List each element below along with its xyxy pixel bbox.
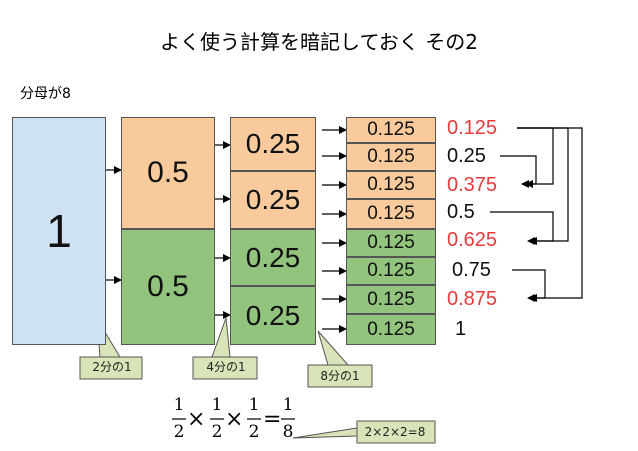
eighth-block-2: 0.125 (346, 143, 436, 171)
whole-value: 1 (46, 205, 72, 257)
eighth-value-6: 0.125 (367, 260, 415, 281)
times-sign-1: × (187, 407, 206, 432)
fraction-3-numerator: 1 (248, 395, 260, 415)
quarter-value-4: 0.25 (245, 299, 301, 331)
times-sign-2: × (225, 407, 244, 432)
bracket-arrow-to-0375 (500, 155, 537, 188)
whole-block: 1 (12, 117, 106, 345)
fraction-result-denominator: 8 (282, 422, 294, 442)
quarter-block-1: 0.25 (230, 117, 316, 171)
eighth-value-8: 0.125 (367, 318, 415, 340)
callout-product-shape (292, 420, 436, 444)
eighth-block-6: 0.125 (346, 257, 436, 285)
callout-half-text: 2分の1 (92, 360, 132, 374)
sum-label-3: 0.375 (447, 174, 498, 196)
half-block-2: 0.5 (121, 229, 215, 345)
sum-label-8: 1 (455, 318, 467, 340)
fraction-2-denominator: 2 (211, 422, 223, 442)
equals-sign: = (263, 407, 282, 432)
eighth-value-3: 0.125 (367, 174, 415, 195)
sum-label-1: 0.125 (447, 117, 498, 139)
sum-label-6: 0.75 (452, 259, 491, 281)
sum-label-7: 0.875 (447, 288, 498, 310)
eighth-block-4: 0.125 (346, 199, 436, 229)
callout-quarter-shape (192, 317, 258, 380)
sum-label-2: 0.25 (447, 145, 486, 167)
half-value-2: 0.5 (147, 270, 189, 303)
quarter-block-3: 0.25 (230, 229, 316, 286)
quarter-block-2: 0.25 (230, 171, 316, 229)
eighth-value-1: 0.125 (367, 119, 415, 140)
eighth-value-4: 0.125 (367, 203, 415, 224)
denominator-label: 分母が8 (20, 86, 71, 102)
fraction-2-numerator: 1 (211, 395, 223, 415)
quarter-value-3: 0.25 (245, 241, 301, 273)
bracket-arrow-0125-to-0375 (517, 127, 554, 188)
half-block-1: 0.5 (121, 117, 215, 229)
fraction-1-numerator: 1 (173, 395, 185, 415)
quarter-block-4: 0.25 (230, 286, 316, 345)
eighth-value-5: 0.125 (367, 232, 415, 253)
eighth-block-3: 0.125 (346, 171, 436, 199)
callout-product-text: 2×2×2=8 (364, 425, 426, 439)
fraction-1-denominator: 2 (173, 422, 185, 442)
page-title: よく使う計算を暗記しておく その2 (160, 30, 478, 54)
eighth-value-7: 0.125 (367, 288, 415, 310)
bracket-arrow-075-to-0875 (512, 269, 546, 302)
quarter-value-1: 0.25 (245, 128, 301, 159)
fraction-3-denominator: 2 (248, 422, 260, 442)
eighth-block-1: 0.125 (346, 117, 436, 143)
quarter-value-2: 0.25 (245, 184, 301, 215)
bracket-arrow-05-to-0625 (490, 211, 554, 245)
eighth-block-5: 0.125 (346, 229, 436, 257)
bracket-arrow-to-0875 (517, 127, 583, 302)
callout-eighth-text: 8分の1 (320, 369, 360, 383)
eighth-block-8: 0.125 (346, 314, 436, 345)
callout-eighth-shape (307, 330, 373, 388)
callout-quarter-text: 4分の1 (206, 360, 246, 374)
fraction-result-numerator: 1 (282, 395, 294, 415)
eighth-value-2: 0.125 (367, 146, 415, 167)
half-value-1: 0.5 (147, 156, 189, 189)
sum-label-4: 0.5 (447, 201, 475, 223)
eighth-block-7: 0.125 (346, 285, 436, 314)
sum-label-5: 0.625 (447, 229, 498, 251)
